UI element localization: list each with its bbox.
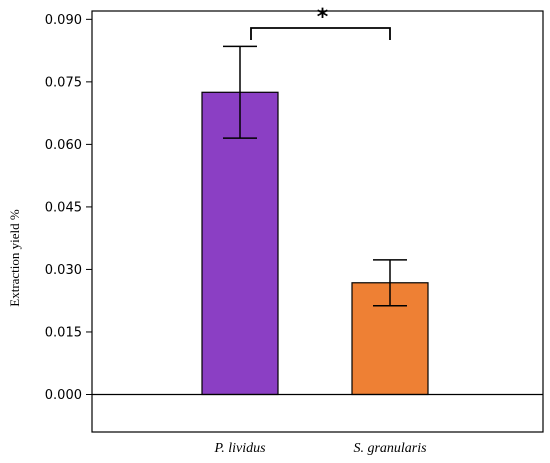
category-label: S. granularis xyxy=(353,441,427,456)
y-axis-label: Extraction yield % xyxy=(7,209,22,307)
category-labels: P. lividus S. granularis xyxy=(213,441,427,456)
y-tick-label: 0.060 xyxy=(45,138,82,153)
error-bars xyxy=(223,45,407,307)
y-tick-label: 0.090 xyxy=(45,13,82,28)
y-tick-label: 0.015 xyxy=(45,325,82,340)
y-tick-label: 0.075 xyxy=(45,75,82,90)
category-label: P. lividus xyxy=(213,441,266,456)
y-tick-label: 0.045 xyxy=(45,200,82,215)
y-ticks: 0.000 0.015 0.030 0.045 0.060 0.075 0.090 xyxy=(45,13,92,403)
bracket xyxy=(250,27,391,40)
significance-bracket: * xyxy=(250,5,391,40)
y-tick-label: 0.030 xyxy=(45,263,82,278)
y-tick-label: 0.000 xyxy=(45,388,82,403)
significance-star: * xyxy=(317,5,329,30)
plot-frame xyxy=(91,10,544,433)
